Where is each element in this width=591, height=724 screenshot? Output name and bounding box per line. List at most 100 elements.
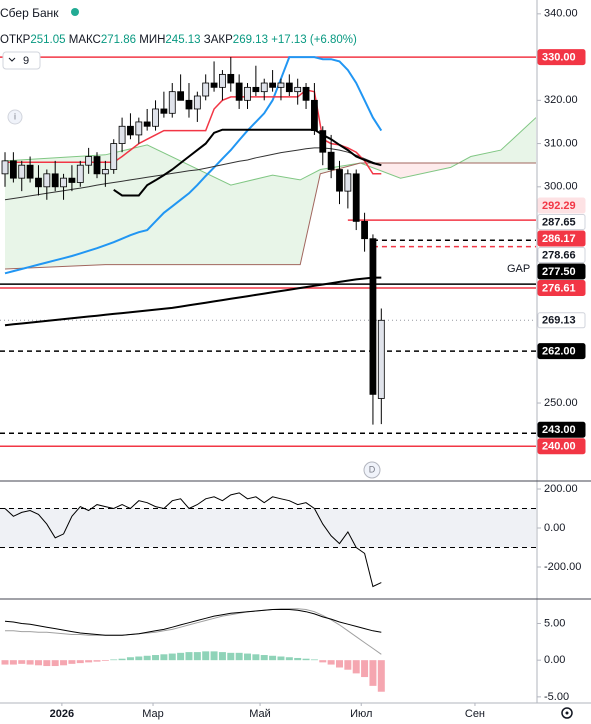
histogram-bar: [76, 660, 84, 664]
candle-body: [369, 238, 377, 395]
cloud-fill: [272, 175, 301, 265]
close-value: 269.13: [232, 34, 268, 46]
x-tick-label: Май: [249, 708, 271, 720]
price-label-box: [537, 246, 586, 263]
histogram-bar: [277, 656, 285, 661]
histogram-bar: [85, 660, 93, 663]
histogram-bar: [235, 652, 243, 661]
histogram-bar: [244, 653, 252, 661]
histogram-bar: [260, 655, 268, 661]
price-label: 278.66: [542, 249, 576, 261]
settings-icon[interactable]: [561, 707, 573, 719]
cloud-span-b: [4, 162, 536, 270]
candle-body: [60, 177, 67, 188]
dividend-badge[interactable]: [363, 461, 381, 479]
indicator-line: [113, 128, 382, 197]
legend: Сбер Банк ОТКР251.05 МАКС271.86 МИН245.1…: [0, 6, 357, 46]
high-value: 271.86: [100, 34, 137, 46]
candle-body: [327, 151, 335, 170]
histogram-bar: [319, 660, 327, 663]
histogram-bar: [177, 652, 185, 661]
histogram-bar: [202, 651, 210, 661]
candle-body: [302, 86, 310, 101]
info-icon[interactable]: [7, 109, 23, 125]
price-label-box: [537, 197, 586, 214]
histogram-bar: [34, 660, 42, 666]
candle-body: [43, 173, 51, 188]
candle-body: [294, 86, 302, 93]
y-tick-label: 300.00: [544, 181, 578, 193]
dividend-badge-label: D: [369, 464, 376, 474]
candle-body: [18, 164, 26, 179]
indicator-line: [4, 56, 383, 275]
low-label: МИН: [139, 34, 166, 46]
candle-body: [361, 221, 368, 240]
cloud-fill: [105, 144, 148, 265]
histogram-bar: [269, 655, 277, 661]
histogram-bar: [43, 660, 51, 667]
y-tick-label: -200.00: [544, 561, 581, 573]
price-label-box: [537, 213, 586, 230]
histogram-bar: [218, 652, 226, 661]
candle-body: [210, 82, 218, 88]
histogram-bar: [152, 655, 160, 661]
cloud-fill: [400, 163, 451, 179]
histogram-bar: [51, 660, 59, 667]
histogram-bar: [210, 651, 218, 661]
histogram-bar: [344, 660, 352, 670]
candle-body: [235, 82, 243, 101]
price-label-box: [537, 421, 586, 438]
price-label: 330.00: [542, 51, 576, 63]
candle-body: [93, 156, 101, 175]
histogram-bar: [68, 660, 76, 664]
interval-button[interactable]: [2, 51, 41, 70]
histogram-bar: [369, 660, 377, 686]
price-label-box: [537, 343, 586, 360]
histogram-bar: [310, 659, 318, 661]
histogram-bar: [335, 660, 343, 668]
signal-line: [5, 608, 382, 655]
info-icon-glyph: i: [14, 111, 16, 121]
price-label: 286.17: [542, 233, 576, 245]
indicator-line: [4, 147, 382, 201]
histogram-bar: [9, 660, 17, 665]
candle-body: [135, 121, 143, 136]
candle-body: [277, 82, 285, 88]
chevron-icon: [8, 57, 16, 62]
candle-body: [285, 82, 293, 93]
cloud-fill: [230, 175, 273, 265]
low-value: 245.13: [165, 34, 201, 46]
price-label: 277.50: [542, 266, 576, 278]
close-label: ЗАКР: [203, 34, 233, 46]
indicator-line: [5, 89, 382, 175]
macd-line: [4, 609, 382, 636]
y-tick-label: -5.00: [544, 691, 569, 703]
candle-body: [118, 125, 126, 144]
y-tick-label: 200.00: [544, 483, 578, 495]
price-label: 292.29: [542, 200, 576, 212]
candle-body: [143, 121, 151, 127]
histogram-bar: [327, 660, 335, 665]
candle-body: [227, 73, 235, 84]
candle-body: [377, 319, 385, 399]
price-label-box: [537, 263, 586, 280]
candle-body: [319, 130, 327, 153]
price-label: 276.61: [542, 282, 576, 294]
y-tick-label: 0.00: [544, 654, 565, 666]
cloud-fill: [500, 117, 536, 163]
gap-annotation: GAP: [507, 263, 530, 275]
histogram-bar: [110, 659, 118, 661]
histogram-bar: [18, 660, 26, 664]
y-tick-label: 5.00: [544, 617, 565, 629]
candle-body: [344, 173, 352, 192]
candle-body: [127, 125, 134, 136]
interval-label: 9: [23, 55, 29, 67]
band-fill: [0, 508, 536, 548]
histogram-bar: [26, 660, 34, 665]
histogram-bar: [361, 660, 369, 678]
candle-body: [35, 177, 42, 188]
histogram-bar: [135, 656, 143, 661]
y-tick-label: 320.00: [544, 94, 578, 106]
